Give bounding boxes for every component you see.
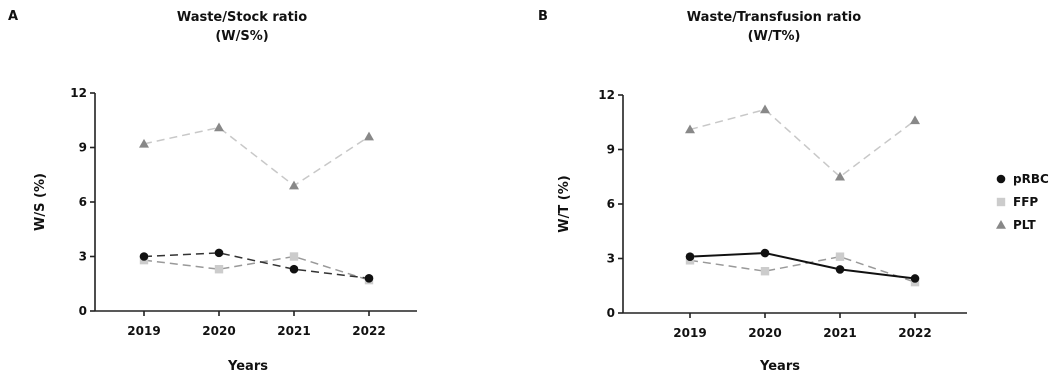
data-point-prbc [910, 274, 920, 283]
legend-marker-plt [996, 220, 1006, 229]
data-point-plt [910, 115, 920, 125]
legend-label-prbc: pRBC [1013, 172, 1049, 186]
legend: pRBC FFP PLT [996, 172, 1049, 232]
data-point-prbc [760, 248, 770, 258]
legend-label-plt: PLT [1013, 218, 1036, 232]
data-point-plt [214, 122, 224, 132]
legend-label-ffp: FFP [1013, 195, 1038, 209]
data-point-plt [364, 131, 374, 141]
data-point-prbc [289, 264, 299, 274]
x-tick-label: 2021 [277, 324, 310, 338]
data-point-ffp [760, 267, 770, 276]
y-tick-label: 6 [607, 197, 615, 211]
x-tick-label: 2019 [673, 326, 706, 340]
chart-panel-a: A Waste/Stock ratio (W/S%) 0 3 6 9 12 2019 2020 20… [8, 9, 417, 374]
series-line-plt [143, 126, 370, 187]
data-point-prbc [685, 252, 695, 261]
data-point-plt [289, 180, 299, 190]
x-tick-label: 2022 [898, 326, 931, 340]
y-axis-label: W/S (%) [33, 173, 48, 231]
data-point-prbc [214, 248, 224, 258]
y-tick-label: 3 [607, 252, 615, 266]
x-axis-label: Years [759, 359, 800, 374]
y-tick-label: 0 [79, 304, 87, 318]
data-point-plt [139, 138, 149, 148]
y-tick-label: 0 [607, 306, 615, 320]
data-point-plt [835, 171, 845, 181]
data-point-prbc [364, 274, 374, 283]
y-axis-label: W/T (%) [557, 175, 572, 232]
chart-panel-b: B Waste/Transfusion ratio (W/T%) 0 3 6 9 12 2019… [538, 9, 967, 374]
y-tick-label: 6 [79, 195, 87, 209]
series-line-prbc [143, 252, 370, 280]
x-tick-label: 2019 [127, 324, 160, 338]
y-tick-label: 9 [79, 141, 87, 155]
data-point-ffp [289, 252, 299, 261]
y-tick-label: 3 [79, 250, 87, 264]
chart-subtitle: (W/S%) [215, 29, 268, 44]
series-line-ffp [143, 255, 370, 281]
panel-letter: A [8, 9, 18, 24]
y-tick-label: 12 [598, 88, 615, 102]
x-tick-label: 2021 [823, 326, 856, 340]
data-point-plt [760, 104, 770, 114]
x-axis-label: Years [227, 359, 268, 374]
y-tick-label: 9 [607, 143, 615, 157]
x-tick-label: 2020 [748, 326, 781, 340]
legend-marker-prbc [996, 174, 1006, 184]
data-point-plt [685, 124, 695, 134]
legend-marker-ffp [996, 197, 1006, 207]
series-line-prbc [689, 252, 916, 280]
chart-title: Waste/Stock ratio [177, 10, 307, 25]
data-point-prbc [139, 252, 149, 261]
x-tick-label: 2020 [202, 324, 235, 338]
panel-letter: B [538, 9, 548, 24]
y-tick-label: 12 [70, 86, 87, 100]
data-point-prbc [835, 265, 845, 274]
x-tick-label: 2022 [352, 324, 385, 338]
chart-subtitle: (W/T%) [748, 29, 801, 44]
data-point-ffp [214, 265, 224, 274]
data-point-ffp [835, 252, 845, 261]
chart-title: Waste/Transfusion ratio [687, 10, 861, 25]
series-line-plt [689, 108, 916, 178]
